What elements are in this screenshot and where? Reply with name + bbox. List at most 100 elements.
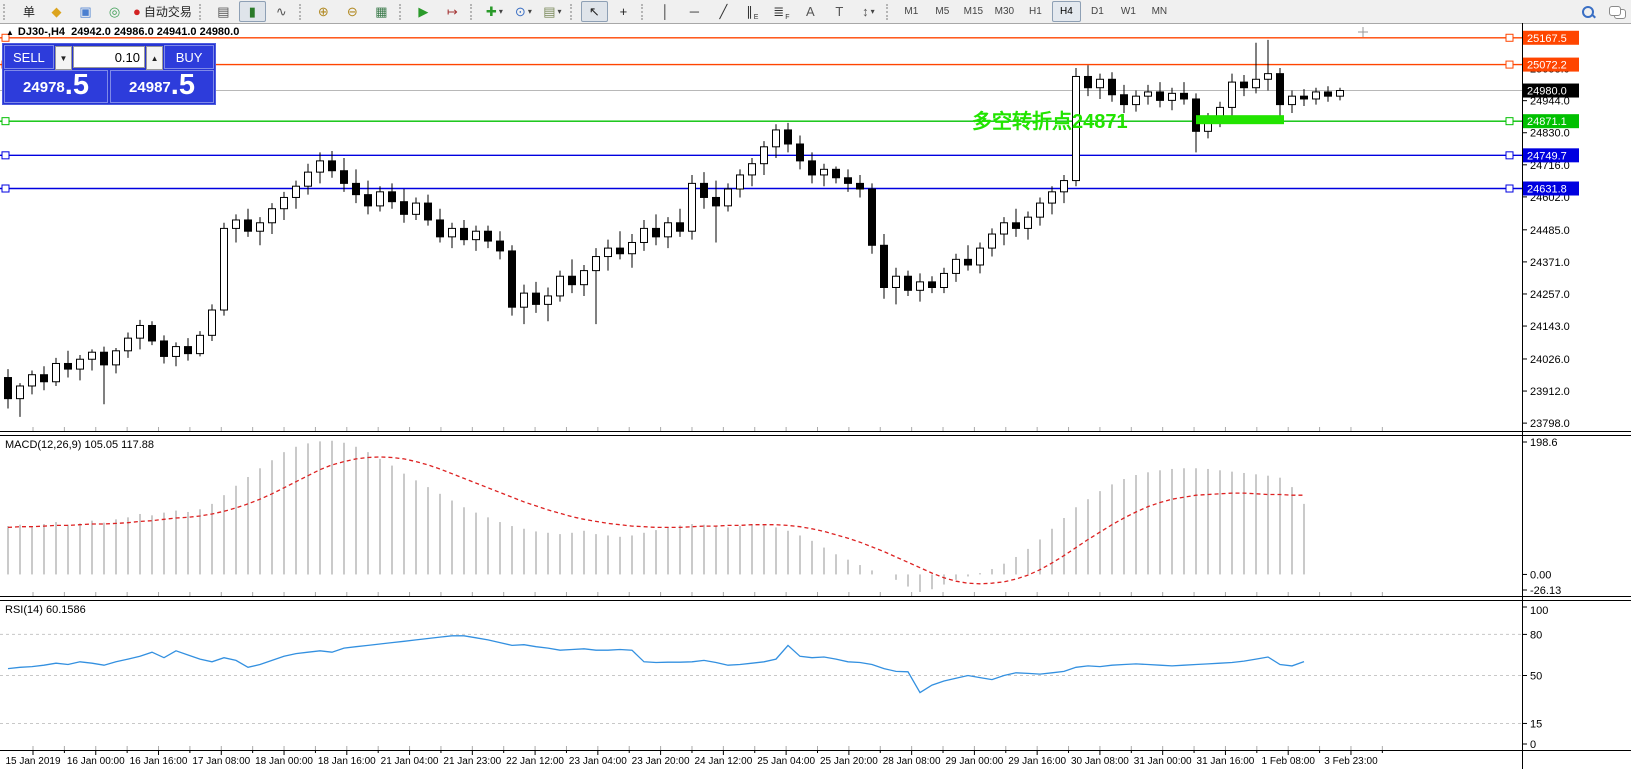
bear-candle: [400, 201, 408, 215]
cursor-icon[interactable]: ↖: [580, 1, 608, 22]
bull-candle: [376, 191, 384, 207]
timeframe-button-mn[interactable]: MN: [1151, 6, 1168, 17]
timeframe-button-m30[interactable]: M30: [994, 6, 1015, 17]
gold-icon[interactable]: ◆: [51, 4, 62, 19]
bear-candle: [496, 240, 504, 252]
zoom-out-icon[interactable]: ⊖: [346, 4, 358, 19]
svg-text:24944.0: 24944.0: [1530, 96, 1570, 108]
svg-text:80: 80: [1530, 629, 1542, 641]
bear-candle: [532, 292, 540, 305]
macd-signal-line: [7, 456, 1304, 585]
timeframe-button-h4[interactable]: H4: [1051, 1, 1081, 22]
chart-shift-icon[interactable]: ↦: [446, 4, 458, 19]
charts-icon[interactable]: ▣: [79, 4, 92, 19]
buy-button[interactable]: BUY: [164, 45, 214, 69]
bear-candle: [844, 177, 852, 184]
crosshair-icon[interactable]: +: [619, 4, 628, 19]
annotation-group[interactable]: 多空转折点24871: [972, 109, 1284, 133]
vertical-line-icon[interactable]: │: [661, 4, 670, 19]
candlestick-icon[interactable]: ▮: [238, 1, 266, 22]
bull-candle: [172, 346, 180, 357]
signal-icon[interactable]: ◎: [108, 4, 121, 19]
text-label-icon[interactable]: T: [835, 4, 844, 19]
price-hline-25072.2[interactable]: [0, 60, 1522, 69]
volume-decrease-button[interactable]: ▼: [54, 46, 72, 70]
equidistant-channel-icon[interactable]: ∥ E: [746, 4, 759, 21]
bull-candle: [292, 185, 300, 198]
time-axis-label: 23 Jan 04:00: [569, 756, 627, 767]
bull-candle: [52, 362, 60, 383]
bear-candle: [64, 362, 72, 370]
bull-candle: [316, 160, 324, 173]
time-axis-label: 24 Jan 12:00: [694, 756, 752, 767]
fibonacci-icon[interactable]: ≣ F: [773, 4, 790, 21]
price-hline-24631.8[interactable]: [0, 184, 1522, 193]
line-chart-icon[interactable]: ∿: [275, 4, 287, 19]
svg-text:24716.0: 24716.0: [1530, 160, 1570, 172]
bar-chart-icon[interactable]: ▤: [217, 4, 230, 19]
svg-text:23798.0: 23798.0: [1530, 418, 1570, 430]
bull-candle: [1036, 202, 1044, 218]
bull-candle: [916, 281, 924, 291]
templates-icon[interactable]: ▤ ▾: [543, 4, 562, 19]
bear-candle: [340, 170, 348, 184]
timeframe-button-h1[interactable]: H1: [1028, 6, 1042, 17]
search-icon[interactable]: [1574, 1, 1601, 22]
symbol-period-label: DJ30-,H4: [17, 26, 65, 38]
annotation-highlight-rect: [1196, 115, 1284, 125]
toolbar-separator: [198, 3, 206, 20]
svg-text:23912.0: 23912.0: [1530, 386, 1570, 398]
bull-candle: [952, 258, 960, 274]
zoom-in-icon[interactable]: ⊕: [317, 4, 329, 19]
timeframe-button-w1[interactable]: W1: [1120, 6, 1136, 17]
timeframe-button-m5[interactable]: M5: [935, 6, 950, 17]
bear-candle: [676, 222, 684, 232]
tile-windows-icon[interactable]: ▦: [375, 4, 388, 19]
candlestick-series[interactable]: [4, 39, 1344, 417]
time-axis-label: 31 Jan 00:00: [1134, 756, 1192, 767]
sell-button[interactable]: SELL: [4, 45, 54, 69]
bull-candle: [736, 174, 744, 190]
bull-candle: [1312, 91, 1320, 100]
periods-clock-icon[interactable]: ⊙ ▾: [514, 4, 532, 19]
bull-candle: [1252, 78, 1260, 89]
timeframe-button-m1[interactable]: M1: [904, 6, 919, 17]
svg-text:24631.8: 24631.8: [1527, 184, 1567, 196]
bull-candle: [556, 275, 564, 297]
arrows-icon[interactable]: ↕ ▾: [862, 4, 875, 19]
sell-price-display[interactable]: 24978.5: [4, 70, 108, 103]
volume-increase-button[interactable]: ▲: [146, 46, 164, 70]
bear-candle: [100, 351, 108, 366]
trendline-icon[interactable]: ╱: [719, 4, 728, 19]
bear-candle: [328, 160, 336, 172]
time-axis[interactable]: 15 Jan 2019 16 Jan 00:00 16 Jan 16:00 17 Ja…: [5, 427, 1383, 767]
toolbar-separator: [3, 3, 10, 20]
time-axis-label: 22 Jan 12:00: [506, 756, 564, 767]
indicators-add-icon[interactable]: ✚ ▾: [485, 4, 503, 19]
time-axis-label: 16 Jan 00:00: [67, 756, 125, 767]
bull-candle: [280, 196, 288, 210]
bull-candle: [1144, 91, 1152, 97]
price-hline-24871.1[interactable]: [0, 117, 1522, 126]
timeframe-button-d1[interactable]: D1: [1090, 6, 1104, 17]
collapse-triangle-icon[interactable]: ▲: [6, 28, 14, 37]
buy-price-display[interactable]: 24987.5: [110, 70, 214, 103]
auto-trading-button[interactable]: ● 自动交易: [133, 4, 192, 19]
horizontal-line-icon[interactable]: ─: [689, 4, 699, 19]
volume-input[interactable]: [73, 46, 145, 68]
text-icon[interactable]: A: [806, 4, 815, 19]
svg-text:100: 100: [1530, 605, 1548, 617]
time-axis-label: 16 Jan 16:00: [130, 756, 188, 767]
price-hline-25167.5[interactable]: [0, 33, 1522, 42]
timeframe-button-m15[interactable]: M15: [963, 6, 984, 17]
chat-icon[interactable]: [1603, 1, 1630, 22]
macd-label: MACD(12,26,9) 105.05 117.88: [5, 439, 154, 451]
bear-candle: [964, 258, 972, 266]
panel-frames: [0, 23, 1631, 769]
bear-candle: [1120, 94, 1128, 106]
bear-candle: [796, 143, 804, 162]
bear-candle: [1276, 73, 1284, 106]
toolbar-separator: [885, 3, 893, 20]
auto-scroll-icon[interactable]: ▶: [418, 4, 429, 19]
